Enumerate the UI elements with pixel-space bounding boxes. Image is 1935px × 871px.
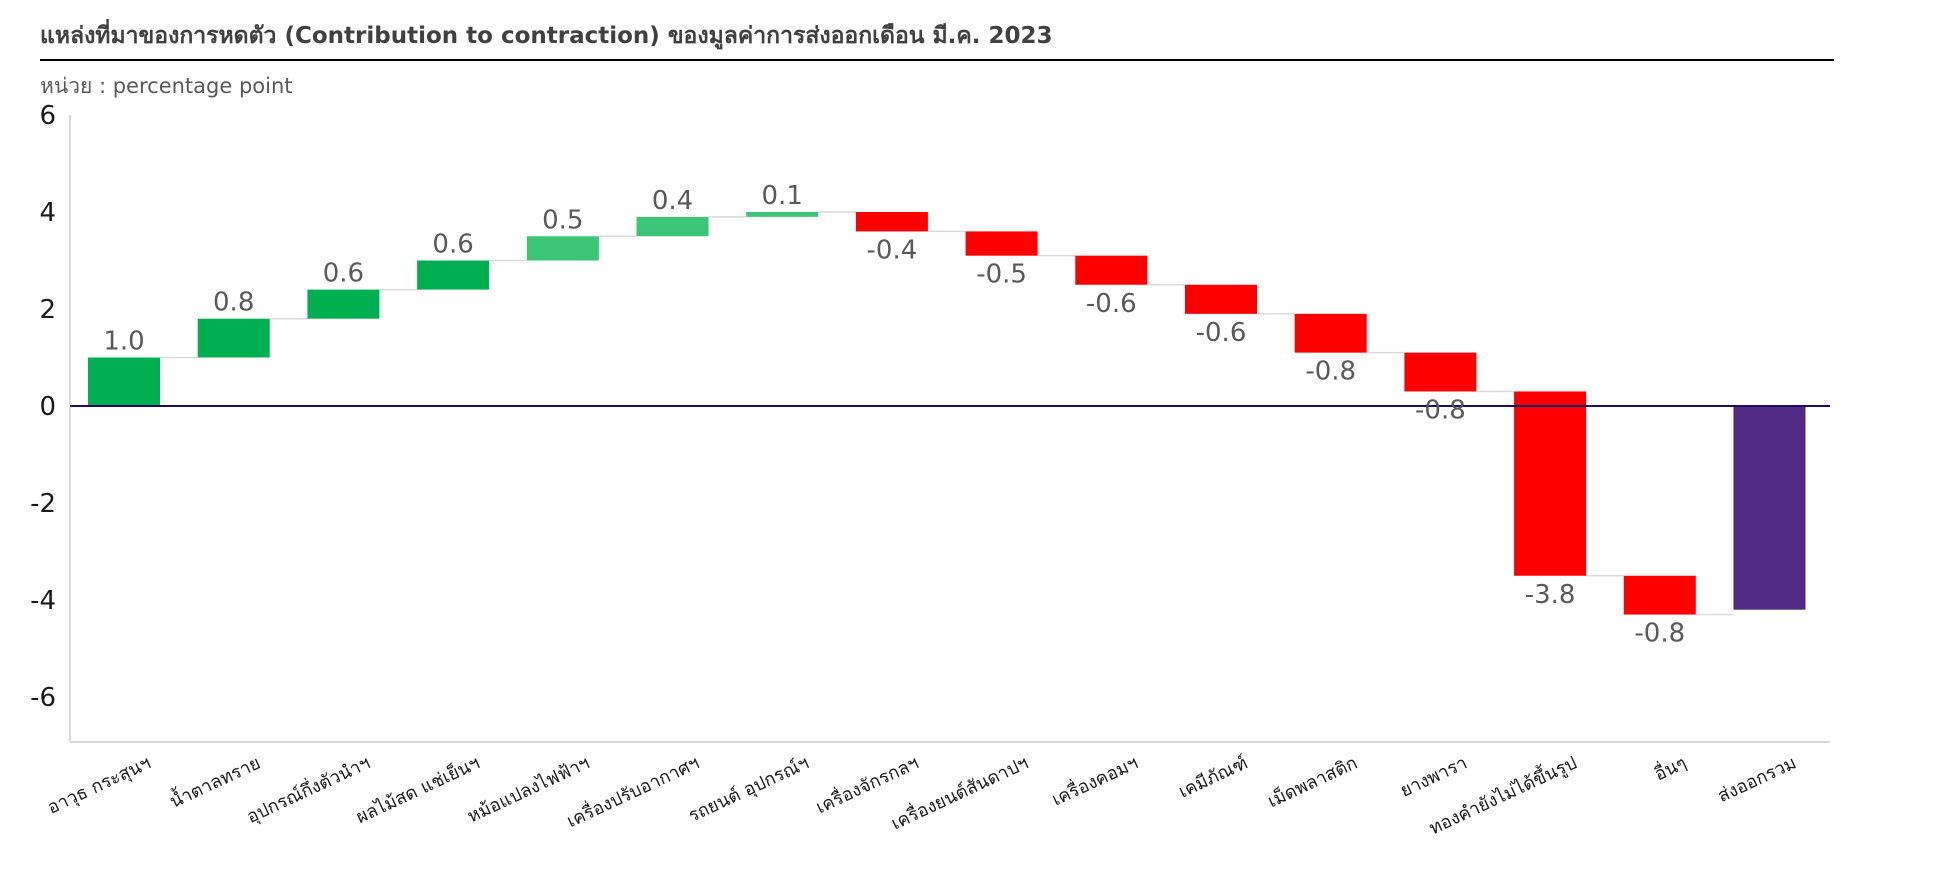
bar [1075,255,1148,285]
data-label: -0.8 [1305,357,1356,387]
y-tick-label: -4 [30,586,56,616]
bar [746,212,819,217]
y-tick-label: 4 [39,198,56,228]
category-label: อุปกรณ์กึ่งตัวนำฯ [242,750,373,828]
category-label: รถยนต์ อุปกรณ์ฯ [685,752,812,826]
title-divider [40,59,1834,61]
unit-label: หน่วย : percentage point [40,74,293,98]
bar [636,216,709,237]
data-label: 0.8 [213,288,254,318]
bar [965,231,1038,256]
bar [197,318,270,358]
data-label: 0.6 [432,230,473,260]
category-label: ส่งออกรวม [1715,752,1800,807]
bar [1294,313,1367,353]
category-label: เครื่องคอมฯ [1048,750,1142,811]
data-label: 0.1 [762,181,803,211]
category-label: น้ำตาลทราย [165,750,263,813]
bar [1514,391,1587,576]
category-label: อื่นๆ [1650,750,1690,786]
y-tick-label: -2 [30,489,56,519]
data-label: -0.6 [1196,318,1247,348]
data-label: 1.0 [103,327,144,357]
category-label: อาวุธ กระสุนฯ [44,752,154,818]
data-label: 0.4 [652,186,693,216]
bar [88,357,160,406]
chart-title: แหล่งที่มาของการหดตัว (Contribution to c… [40,23,1053,49]
data-label: -0.8 [1634,619,1685,649]
category-label: ผลไม้สด แช่เย็นฯ [352,751,483,828]
data-label: -0.6 [1086,289,1137,319]
bar [526,236,599,261]
bar [1404,352,1477,392]
y-tick-label: 2 [39,295,56,325]
data-label: -0.4 [867,235,918,265]
bar [1623,575,1696,615]
data-label: 0.5 [542,205,583,235]
category-label: ยางพารา [1397,752,1470,801]
y-tick-label: 6 [39,101,56,131]
total-bar [1733,406,1806,610]
category-label: เคมีภัณฑ์ [1176,752,1252,802]
y-tick-label: 0 [39,392,56,422]
y-tick-label: -6 [30,683,56,713]
data-label: -3.8 [1525,580,1576,610]
data-label: -0.8 [1415,395,1466,425]
category-label: เม็ดพลาสติก [1264,751,1361,813]
bar [855,212,928,232]
data-label: -0.5 [976,260,1027,290]
bar [307,289,380,319]
data-label: 0.6 [323,259,364,289]
bar [417,260,490,290]
bar [1185,284,1257,314]
